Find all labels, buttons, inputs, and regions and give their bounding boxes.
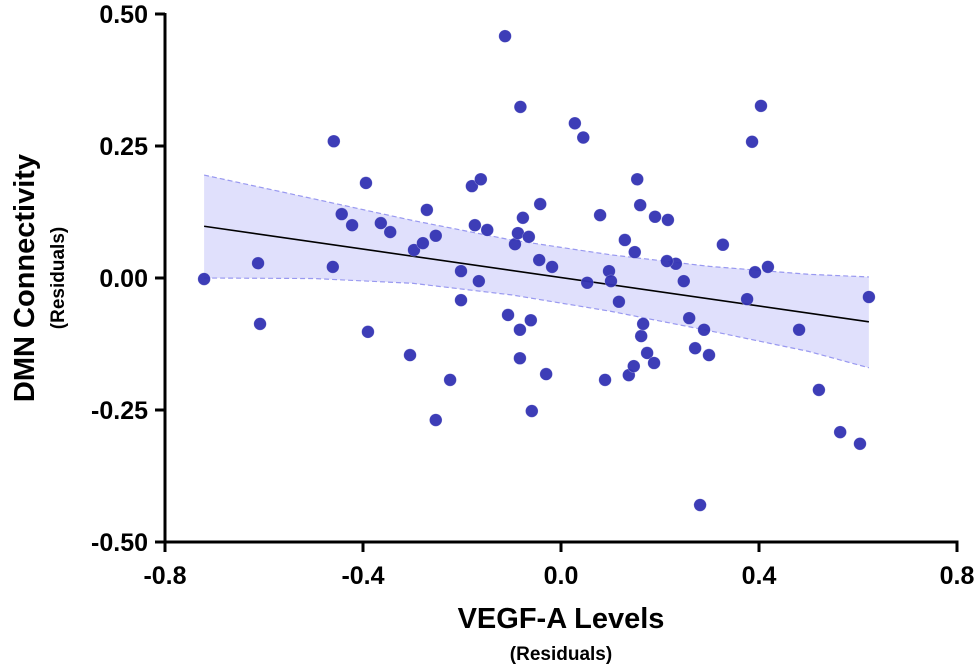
data-point xyxy=(359,176,373,190)
data-point xyxy=(465,179,479,193)
data-point xyxy=(688,341,702,355)
data-point xyxy=(416,236,430,250)
data-point xyxy=(525,404,539,418)
y-tick-label: 0.50 xyxy=(99,1,148,29)
data-point xyxy=(361,325,375,339)
y-tick-label: 0.25 xyxy=(99,133,148,161)
data-point xyxy=(498,29,512,43)
data-point xyxy=(693,498,707,512)
data-point xyxy=(745,135,759,149)
data-point xyxy=(327,134,341,148)
data-point xyxy=(640,346,654,360)
y-tick-label: 0.00 xyxy=(99,265,148,293)
data-point xyxy=(648,210,662,224)
data-point xyxy=(522,230,536,244)
data-point xyxy=(647,356,661,370)
data-point xyxy=(429,413,443,427)
data-point xyxy=(513,100,528,114)
data-point xyxy=(576,130,590,145)
data-point xyxy=(740,292,754,306)
data-point xyxy=(660,254,674,268)
data-point xyxy=(524,313,538,327)
data-point xyxy=(513,351,527,365)
axes-layer: 0.50 0.25 0.00 -0.25 -0.50 -0.8 -0.4 0.0 0.4 0.8 xyxy=(91,1,974,590)
x-axis-subtitle: (Residuals) xyxy=(510,644,612,665)
y-axis-title: DMN Connectivity xyxy=(9,154,41,402)
data-point xyxy=(754,99,768,113)
y-axis-subtitle: (Residuals) xyxy=(48,227,69,329)
data-point xyxy=(627,359,641,373)
data-point xyxy=(335,207,349,221)
data-point xyxy=(383,225,397,239)
confidence-band-layer xyxy=(203,174,870,369)
x-tick-label: -0.4 xyxy=(341,562,384,590)
data-point xyxy=(598,373,612,387)
data-point xyxy=(454,293,468,307)
confidence-band-upper xyxy=(203,174,869,278)
y-tick-label: -0.25 xyxy=(91,397,148,425)
data-point xyxy=(533,197,547,211)
fit-line-layer xyxy=(203,225,870,323)
confidence-band xyxy=(204,175,869,368)
data-point xyxy=(636,317,650,331)
data-point xyxy=(516,211,530,225)
y-tick-label: -0.50 xyxy=(91,529,148,557)
data-point xyxy=(407,243,421,257)
data-point xyxy=(532,253,546,267)
data-point xyxy=(812,383,826,397)
data-point xyxy=(702,348,716,362)
data-point xyxy=(677,274,691,288)
x-tick-label: 0.8 xyxy=(940,562,975,590)
data-point xyxy=(682,311,696,325)
data-point xyxy=(568,116,582,130)
data-point xyxy=(630,172,644,186)
points-layer xyxy=(197,29,876,512)
data-point xyxy=(792,323,806,337)
data-point xyxy=(593,208,607,222)
data-point xyxy=(539,367,553,381)
data-point xyxy=(661,213,675,227)
confidence-band-lower xyxy=(204,277,870,369)
data-point xyxy=(253,317,267,331)
data-point xyxy=(634,329,648,343)
data-point xyxy=(474,172,488,186)
x-axis-title: VEGF-A Levels xyxy=(458,603,665,635)
data-point xyxy=(716,238,730,252)
regression-line xyxy=(203,225,870,323)
data-point xyxy=(545,260,559,274)
data-point xyxy=(508,237,522,251)
data-point xyxy=(326,260,340,274)
data-point xyxy=(833,425,847,439)
data-point xyxy=(472,274,486,288)
data-point xyxy=(580,276,594,290)
data-point xyxy=(862,290,876,304)
data-point xyxy=(501,308,515,322)
data-point xyxy=(612,295,626,309)
data-point xyxy=(748,265,762,279)
data-point xyxy=(618,233,632,247)
data-point xyxy=(513,323,527,337)
data-point xyxy=(197,272,211,286)
data-point xyxy=(429,229,443,243)
data-point xyxy=(420,203,434,217)
data-point xyxy=(374,216,388,230)
data-point xyxy=(454,264,468,278)
data-point xyxy=(633,198,647,212)
data-point xyxy=(403,348,417,362)
x-tick-label: 0.0 xyxy=(544,562,579,590)
data-point xyxy=(697,323,711,337)
data-point xyxy=(761,260,775,274)
data-point xyxy=(604,274,618,288)
x-tick-label: -0.8 xyxy=(143,562,186,590)
data-point xyxy=(468,218,482,232)
data-point xyxy=(853,437,867,451)
data-point xyxy=(443,373,457,387)
data-point xyxy=(251,256,265,270)
x-tick-label: 0.4 xyxy=(742,562,777,590)
data-point xyxy=(345,218,359,232)
data-point xyxy=(628,245,642,259)
data-point xyxy=(480,223,494,237)
